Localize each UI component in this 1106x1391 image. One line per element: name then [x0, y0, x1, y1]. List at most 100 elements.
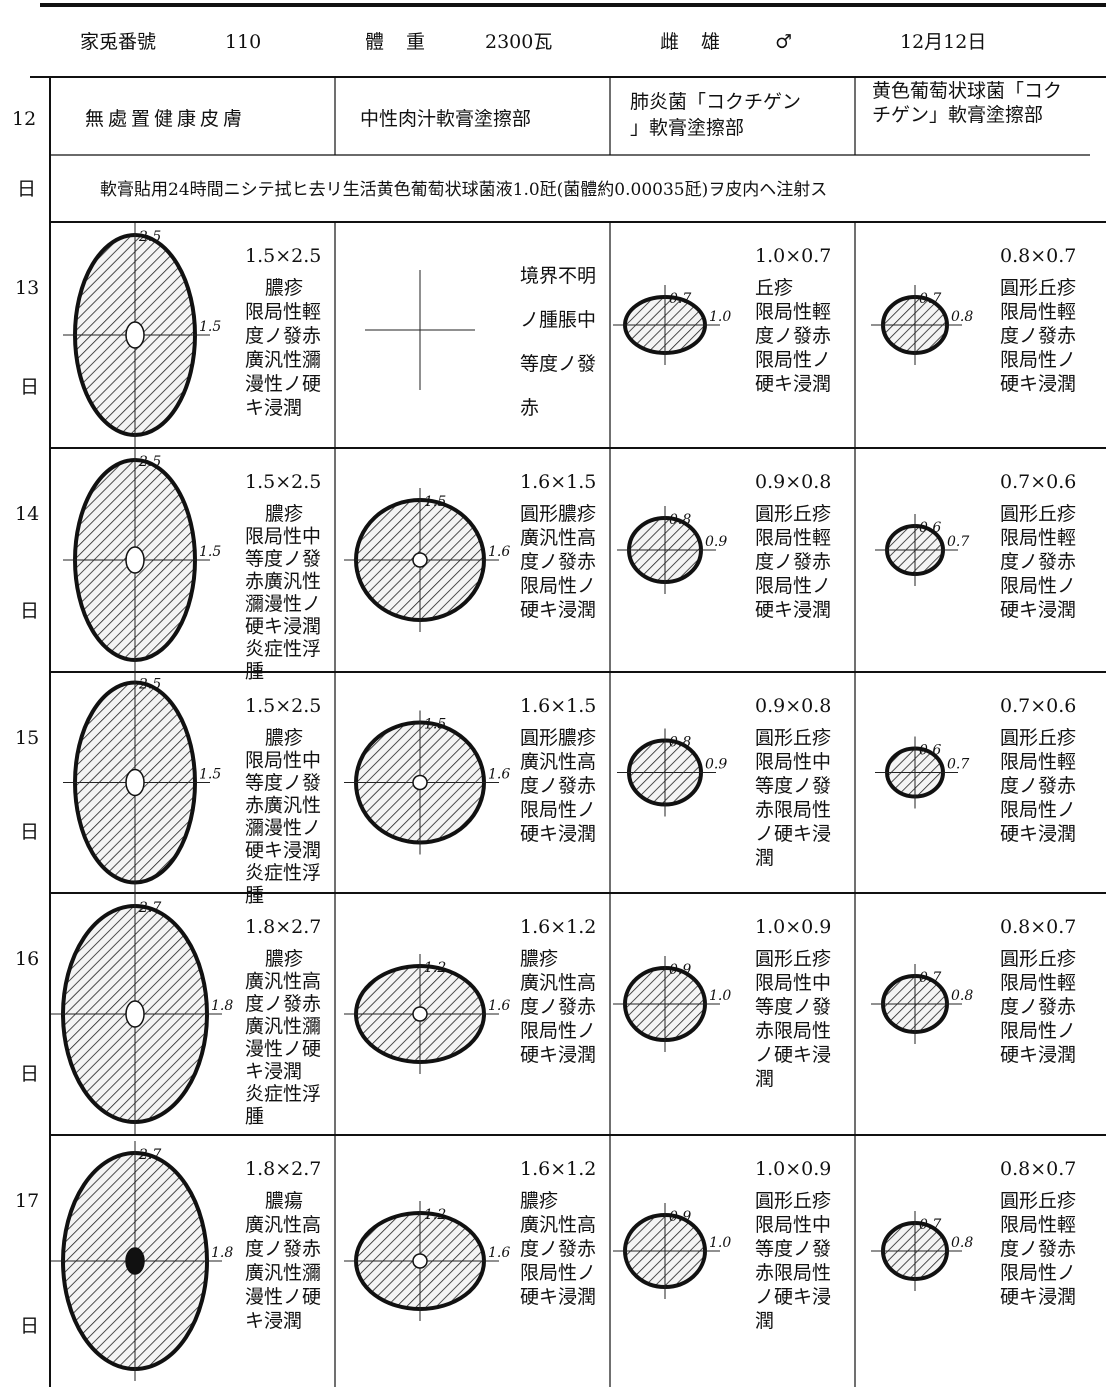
column-header-line: 」軟膏塗擦部	[630, 116, 744, 139]
sex: ♂	[775, 31, 792, 53]
weight: 2300瓦	[485, 31, 552, 53]
description: 廣汎性高	[245, 1214, 321, 1236]
horizontal-label: 0.7	[947, 534, 969, 550]
description: 赤	[520, 397, 539, 419]
dims: 0.7×0.6	[1000, 695, 1076, 717]
description: 潤	[755, 1068, 774, 1090]
description: 等度ノ發	[755, 775, 831, 797]
description: 限局性ノ	[1000, 1262, 1076, 1284]
description: 硬キ浸潤	[245, 840, 321, 862]
column-header: 肺炎菌「コクチゲン」軟膏塗擦部	[630, 91, 801, 139]
description: 廣汎性高	[520, 1214, 596, 1236]
vertical-label: 0.6	[919, 520, 941, 536]
vertical-label: 2.7	[138, 900, 161, 916]
description: 限局性輕	[1000, 1214, 1076, 1236]
description: 赤限局性	[755, 1020, 831, 1042]
description: 硬キ浸潤	[1000, 1044, 1076, 1066]
dims: 1.5×2.5	[245, 695, 321, 717]
vertical-label: 1.5	[424, 494, 446, 510]
description: 限局性輕	[755, 301, 831, 323]
description: ノ硬キ浸	[755, 823, 831, 845]
description: 腫	[245, 885, 264, 907]
description: 廣汎性高	[245, 971, 321, 993]
description: 硬キ浸潤	[755, 373, 831, 395]
horizontal-label: 1.6	[488, 544, 510, 560]
description: 硬キ浸潤	[520, 599, 596, 621]
description: 限局性ノ	[520, 799, 596, 821]
description: 硬キ浸潤	[520, 1044, 596, 1066]
dims: 0.9×0.8	[755, 471, 831, 493]
horizontal-label: 0.9	[705, 757, 727, 773]
description: 等度ノ發	[755, 996, 831, 1018]
description: 赤限局性	[755, 1262, 831, 1284]
description: 瀰漫性ノ	[245, 817, 321, 839]
description: 度ノ發赤	[520, 551, 596, 573]
description: 度ノ發赤	[520, 996, 596, 1018]
center	[125, 768, 145, 797]
description: 廣汎性瀰	[245, 1262, 321, 1284]
weight-label: 體 重	[365, 31, 433, 53]
rules	[30, 3, 1106, 1387]
rabbit-no: 110	[225, 31, 261, 53]
dims: 1.8×2.7	[245, 1158, 321, 1180]
description: 漫性ノ硬	[245, 1286, 321, 1308]
dims: 0.8×0.7	[1000, 1158, 1076, 1180]
center	[125, 321, 145, 349]
note: 軟膏貼用24時間ニシテ拭ヒ去リ生活黄色葡萄状球菌液1.0瓩(菌體約0.00035…	[100, 179, 827, 200]
vertical-label: 0.7	[919, 970, 941, 986]
horizontal-label: 1.6	[488, 767, 510, 783]
description: 限局性中	[755, 1214, 831, 1236]
description: 限局性ノ	[520, 575, 596, 597]
description: 度ノ發赤	[245, 1238, 321, 1260]
description: 潤	[755, 847, 774, 869]
description: 瀰漫性ノ	[245, 593, 321, 615]
dims: 0.7×0.6	[1000, 471, 1076, 493]
horizontal-label: 1.0	[709, 1235, 731, 1251]
description: 限局性中	[755, 751, 831, 773]
description: 圓形丘疹	[755, 1190, 831, 1212]
description: 限局性輕	[1000, 527, 1076, 549]
description: 度ノ發赤	[1000, 1238, 1076, 1260]
description: 硬キ浸潤	[755, 599, 831, 621]
vertical-label: 2.5	[138, 677, 161, 693]
vertical-label: 1.2	[424, 1207, 446, 1223]
dims: 1.0×0.7	[755, 245, 831, 267]
description: 漫性ノ硬	[245, 373, 321, 395]
description: 赤限局性	[755, 799, 831, 821]
vertical-label: 0.9	[669, 1209, 691, 1225]
horizontal-label: 1.8	[211, 1245, 233, 1261]
description: 限局性輕	[245, 301, 321, 323]
horizontal-label: 0.8	[951, 309, 973, 325]
description: 炎症性浮	[245, 638, 321, 660]
center	[412, 774, 428, 791]
dims: 0.8×0.7	[1000, 245, 1076, 267]
rabbit-no-label: 家兎番號	[80, 31, 156, 53]
description: ノ硬キ浸	[755, 1044, 831, 1066]
day: 15	[15, 727, 39, 749]
description: 膿瘍	[265, 1190, 303, 1212]
horizontal-label: 1.6	[488, 998, 510, 1014]
description: 限局性ノ	[755, 349, 831, 371]
description: 廣汎性高	[520, 527, 596, 549]
description: 度ノ發赤	[245, 993, 321, 1015]
description: 度ノ發赤	[1000, 775, 1076, 797]
description: 境界不明	[520, 265, 596, 287]
description: 限局性ノ	[1000, 1020, 1076, 1042]
description: 限局性輕	[1000, 301, 1076, 323]
description: 廣汎性高	[520, 972, 596, 994]
day-unit: 日	[20, 1063, 39, 1085]
dims: 1.5×2.5	[245, 471, 321, 493]
center	[125, 546, 145, 574]
description: 炎症性浮	[245, 1083, 321, 1105]
description: 限局性ノ	[520, 1262, 596, 1284]
day: 12	[12, 108, 36, 130]
day-unit: 日	[20, 821, 39, 843]
description: 硬キ浸潤	[520, 823, 596, 845]
column-header-line: チゲン」軟膏塗擦部	[872, 103, 1043, 126]
dims: 0.8×0.7	[1000, 916, 1076, 938]
center	[412, 1006, 428, 1022]
description: 炎症性浮	[245, 862, 321, 884]
description: 等度ノ發	[520, 353, 596, 375]
description: 膿疹	[265, 277, 303, 299]
